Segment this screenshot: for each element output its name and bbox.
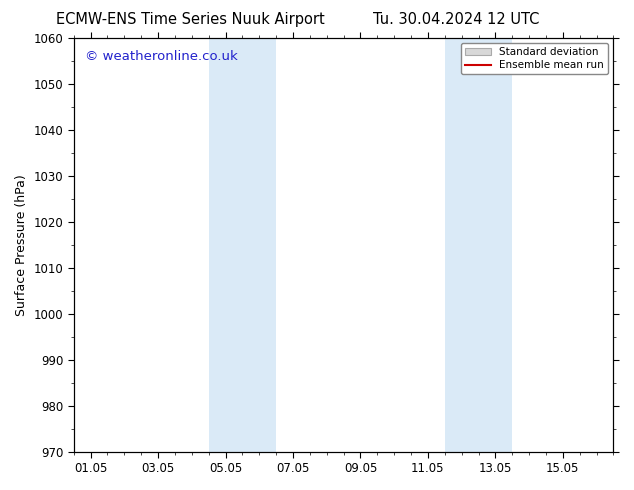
Bar	[445, 38, 512, 452]
Y-axis label: Surface Pressure (hPa): Surface Pressure (hPa)	[15, 174, 28, 316]
Legend: Standard deviation, Ensemble mean run: Standard deviation, Ensemble mean run	[461, 43, 608, 74]
Text: Tu. 30.04.2024 12 UTC: Tu. 30.04.2024 12 UTC	[373, 12, 540, 27]
Text: ECMW-ENS Time Series Nuuk Airport: ECMW-ENS Time Series Nuuk Airport	[56, 12, 325, 27]
Bar	[209, 38, 276, 452]
Text: © weatheronline.co.uk: © weatheronline.co.uk	[84, 50, 237, 63]
